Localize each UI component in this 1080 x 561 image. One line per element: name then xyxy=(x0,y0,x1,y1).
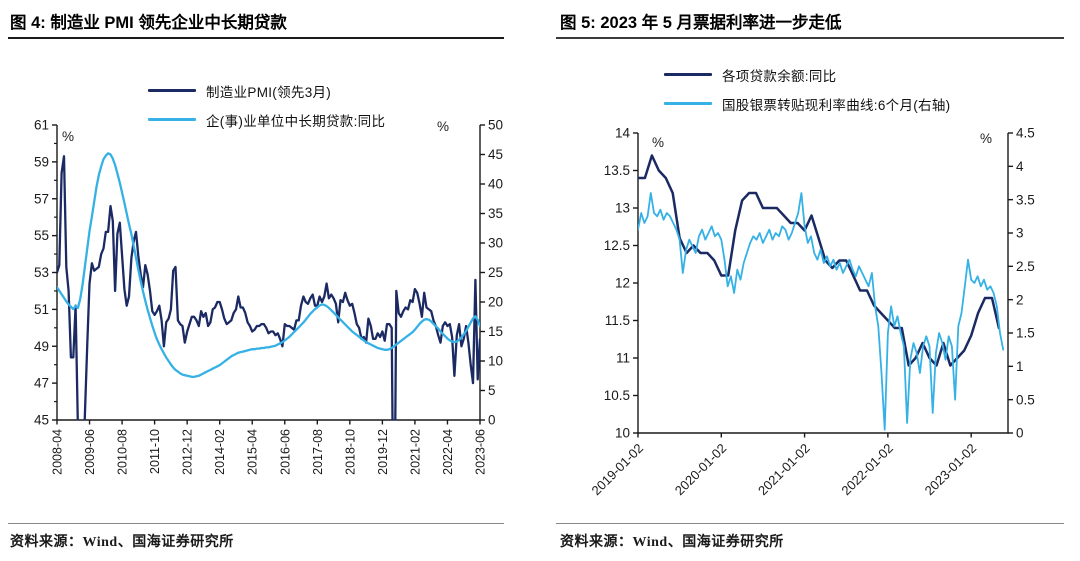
svg-text:2.5: 2.5 xyxy=(1016,259,1035,274)
legend-label: 制造业PMI(领先3月) xyxy=(206,84,332,100)
figure-4-source: 资料来源：Wind、国海证券研究所 xyxy=(10,535,234,550)
figure-5-legend: 各项贷款余额:同比 国股银票转贴现利率曲线:6个月(右轴) xyxy=(664,60,950,118)
svg-text:1.5: 1.5 xyxy=(1016,326,1035,341)
svg-text:15: 15 xyxy=(488,324,503,339)
svg-text:2020-01-02: 2020-01-02 xyxy=(672,441,730,499)
svg-text:45: 45 xyxy=(34,413,49,428)
bill-rate-line-swatch xyxy=(664,101,712,106)
figure-5-panel: 图 5: 2023 年 5 月票据利率进一步走低 10 10.5 11 11.5 12 1… xyxy=(540,0,1080,561)
svg-text:5: 5 xyxy=(488,383,496,398)
svg-text:12.5: 12.5 xyxy=(604,238,630,253)
svg-text:11: 11 xyxy=(616,351,630,366)
svg-text:2019-12: 2019-12 xyxy=(376,429,390,475)
legend-label: 各项贷款余额:同比 xyxy=(722,68,837,84)
svg-text:12: 12 xyxy=(615,276,630,291)
svg-text:49: 49 xyxy=(34,339,49,354)
figure-4-panel: 图 4: 制造业 PMI 领先企业中长期贷款 45 47 49 51 53 55 57 59 6… xyxy=(8,14,504,550)
legend-item-mlt-loans: 企(事)业单位中长期贷款:同比 xyxy=(148,105,385,134)
svg-text:2021-02: 2021-02 xyxy=(408,429,422,475)
svg-text:2023-01-02: 2023-01-02 xyxy=(922,441,980,499)
svg-text:2015-04: 2015-04 xyxy=(246,429,260,475)
svg-text:2022-01-02: 2022-01-02 xyxy=(838,441,896,499)
left-axis-unit: % xyxy=(62,129,75,144)
legend-item-bill-rate: 国股银票转贴现利率曲线:6个月(右轴) xyxy=(664,89,950,118)
svg-text:2023-06: 2023-06 xyxy=(474,429,488,475)
svg-text:3.5: 3.5 xyxy=(1016,192,1035,207)
svg-text:4.5: 4.5 xyxy=(1016,126,1035,141)
svg-text:10: 10 xyxy=(488,354,503,369)
svg-text:35: 35 xyxy=(488,206,503,221)
svg-text:2012-12: 2012-12 xyxy=(181,429,195,475)
svg-text:3: 3 xyxy=(1016,226,1024,241)
bill-rate-chart: 1010.51111.51212.51313.51400.511.522.533… xyxy=(588,126,1035,499)
figure-5-source-rule xyxy=(556,523,1064,525)
svg-text:59: 59 xyxy=(34,154,49,169)
figure-5-source: 资料来源：Wind、国海证券研究所 xyxy=(560,535,784,550)
svg-text:13.5: 13.5 xyxy=(604,163,630,178)
svg-text:2010-08: 2010-08 xyxy=(116,429,130,475)
svg-text:2017-08: 2017-08 xyxy=(311,429,325,475)
figure-4-legend: 制造业PMI(领先3月) 企(事)业单位中长期贷款:同比 xyxy=(148,76,385,134)
svg-text:11.5: 11.5 xyxy=(605,313,630,328)
svg-text:0.5: 0.5 xyxy=(1016,392,1035,407)
pmi-line-swatch xyxy=(148,88,196,93)
svg-text:13: 13 xyxy=(615,201,630,216)
svg-text:2022-04: 2022-04 xyxy=(441,429,455,475)
svg-text:0: 0 xyxy=(488,413,496,428)
pmi-loan-chart: 45 47 49 51 53 55 57 59 61 0 5 10 15 20 25 30 35 40 45 50 20… xyxy=(34,118,503,475)
svg-text:25: 25 xyxy=(488,265,503,280)
figure-5-title-rule xyxy=(556,37,1064,39)
legend-label: 企(事)业单位中长期贷款:同比 xyxy=(206,113,386,129)
svg-text:45: 45 xyxy=(488,147,503,162)
svg-text:2021-01-02: 2021-01-02 xyxy=(755,441,813,499)
svg-text:10: 10 xyxy=(615,426,630,441)
svg-text:1: 1 xyxy=(1016,359,1024,374)
figure-4-title-rule xyxy=(8,37,504,40)
svg-text:53: 53 xyxy=(34,265,49,280)
svg-text:2018-10: 2018-10 xyxy=(343,429,357,475)
svg-text:2009-06: 2009-06 xyxy=(83,429,97,475)
svg-text:57: 57 xyxy=(34,191,49,206)
svg-text:2014-02: 2014-02 xyxy=(213,429,227,475)
svg-text:0: 0 xyxy=(1016,426,1024,441)
figure-4-title: 图 4: 制造业 PMI 领先企业中长期贷款 xyxy=(10,14,287,32)
figure-5-title: 图 5: 2023 年 5 月票据利率进一步走低 xyxy=(560,14,842,32)
svg-text:4: 4 xyxy=(1016,159,1024,174)
svg-text:61: 61 xyxy=(34,118,49,133)
svg-text:47: 47 xyxy=(34,376,49,391)
right-axis-unit: % xyxy=(437,119,450,134)
svg-text:2011-10: 2011-10 xyxy=(148,429,162,474)
svg-text:20: 20 xyxy=(488,295,503,310)
legend-item-loan-balance: 各项贷款余额:同比 xyxy=(664,60,950,89)
loans-line-swatch xyxy=(148,117,196,122)
svg-text:30: 30 xyxy=(488,236,503,251)
legend-label: 国股银票转贴现利率曲线:6个月(右轴) xyxy=(722,97,951,113)
svg-text:50: 50 xyxy=(488,118,503,133)
svg-text:2016-06: 2016-06 xyxy=(278,429,292,475)
svg-text:2019-01-02: 2019-01-02 xyxy=(588,441,646,499)
svg-text:10.5: 10.5 xyxy=(604,388,630,403)
loan-balance-line-swatch xyxy=(664,72,712,77)
svg-text:2: 2 xyxy=(1016,292,1024,307)
svg-text:14: 14 xyxy=(615,126,631,141)
svg-text:55: 55 xyxy=(34,228,49,243)
svg-text:2008-04: 2008-04 xyxy=(51,429,65,475)
left-axis-unit: % xyxy=(652,135,665,150)
svg-text:51: 51 xyxy=(34,302,49,317)
legend-item-pmi: 制造业PMI(领先3月) xyxy=(148,76,385,105)
svg-text:40: 40 xyxy=(488,177,503,192)
figure-4-source-rule xyxy=(8,523,504,525)
right-axis-unit: % xyxy=(980,131,993,146)
